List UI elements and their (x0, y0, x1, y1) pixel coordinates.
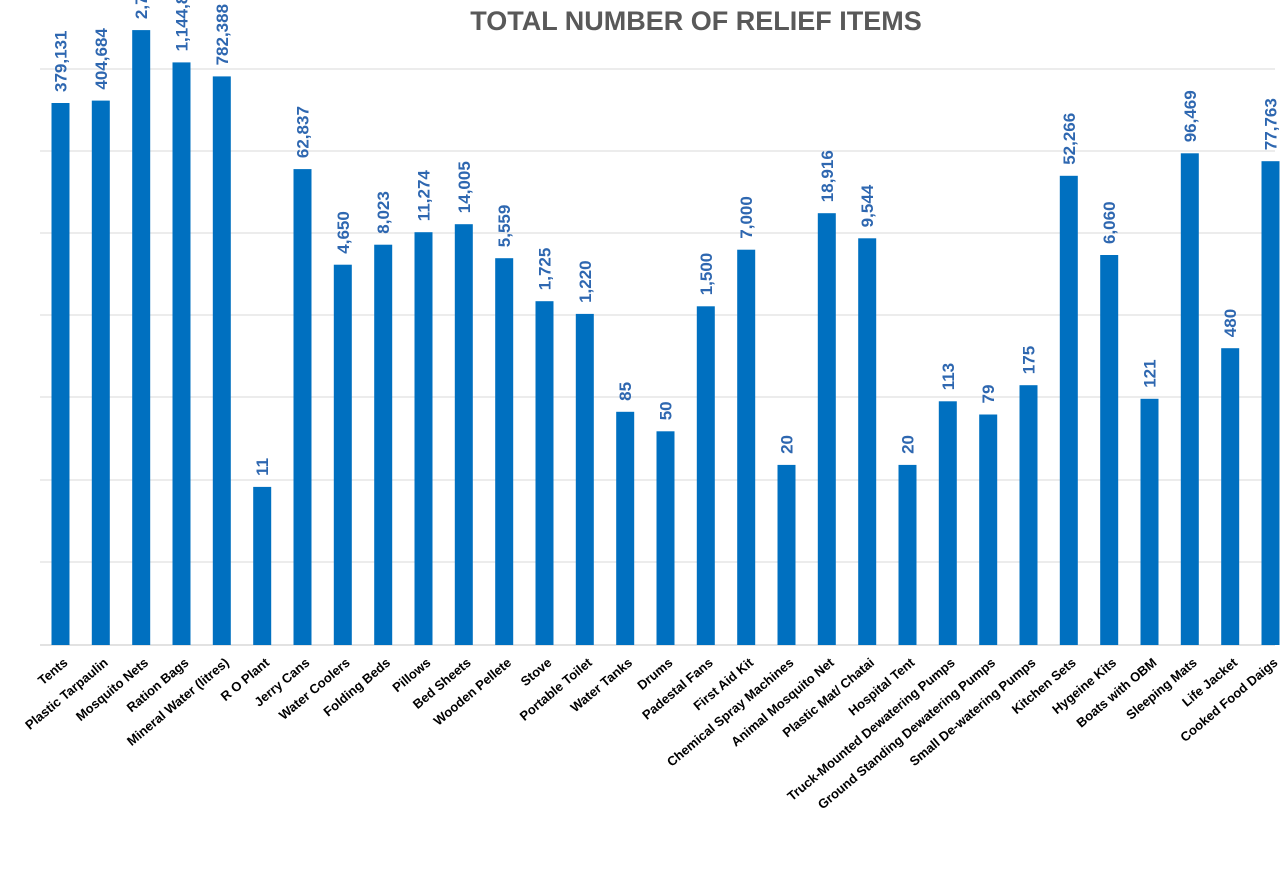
data-label: 9,544 (858, 184, 877, 227)
bar (1261, 161, 1280, 645)
data-label: 50 (657, 401, 676, 420)
data-label: 379,131 (52, 31, 71, 92)
data-label: 11 (253, 458, 272, 476)
bar (777, 464, 796, 645)
data-label: 782,388 (213, 4, 232, 65)
data-label: 113 (939, 363, 958, 390)
data-label: 18,916 (818, 150, 837, 202)
bar (1059, 175, 1078, 646)
bar (51, 103, 70, 645)
data-label: 5,559 (495, 205, 514, 248)
bar (656, 431, 675, 645)
bar (817, 213, 836, 645)
bars (51, 30, 1280, 646)
bar (253, 486, 272, 645)
bar (91, 100, 110, 646)
category-label: Sleeping Mats (1123, 655, 1200, 723)
bar (495, 258, 514, 645)
bar (858, 238, 877, 646)
data-label: 404,684 (92, 28, 111, 90)
bar (374, 244, 393, 645)
data-label: 20 (899, 435, 918, 454)
category-label: Tents (35, 655, 70, 688)
bar (696, 306, 715, 645)
data-labels: 379,131 404,684 2,760,237 1,144,801 782,388 1… (52, 0, 1281, 476)
data-label: 1,144,801 (173, 0, 192, 51)
data-label: 1,500 (697, 253, 716, 296)
bar (454, 224, 473, 645)
bar (333, 264, 352, 645)
data-label: 7,000 (737, 196, 756, 239)
bar (1140, 398, 1159, 645)
data-label: 77,763 (1262, 98, 1281, 150)
chart-title: TOTAL NUMBER OF RELIEF ITEMS (470, 6, 922, 36)
data-label: 79 (979, 385, 998, 404)
data-label: 6,060 (1100, 201, 1119, 244)
data-label: 1,725 (536, 248, 555, 291)
bar (535, 301, 554, 645)
bar (737, 249, 756, 645)
bar (132, 30, 151, 646)
data-label: 4,650 (334, 211, 353, 254)
bar (575, 313, 594, 645)
data-label: 121 (1141, 359, 1160, 387)
data-label: 480 (1221, 309, 1240, 337)
bar (616, 411, 635, 645)
data-label: 85 (616, 382, 635, 401)
bar (1180, 153, 1199, 646)
data-label: 8,023 (374, 191, 393, 234)
bar (979, 414, 998, 645)
category-label: Water Coolers (276, 655, 353, 723)
bar (1221, 348, 1240, 645)
data-label: 14,005 (455, 161, 474, 213)
bar (898, 464, 917, 645)
data-label: 62,837 (294, 106, 313, 158)
data-label: 1,220 (576, 260, 595, 303)
bar (1100, 255, 1119, 645)
bar (172, 62, 191, 645)
data-label: 96,469 (1181, 90, 1200, 142)
bar (938, 401, 957, 645)
data-label: 2,760,237 (132, 0, 151, 19)
data-label: 20 (778, 435, 797, 454)
data-label: 175 (1020, 346, 1039, 374)
data-label: 52,266 (1060, 113, 1079, 165)
data-label: 11,274 (415, 170, 434, 222)
bar (1019, 385, 1038, 645)
category-label: Padestal Fans (639, 655, 716, 723)
bar (212, 76, 231, 645)
bar (293, 169, 312, 645)
bar (414, 232, 433, 645)
